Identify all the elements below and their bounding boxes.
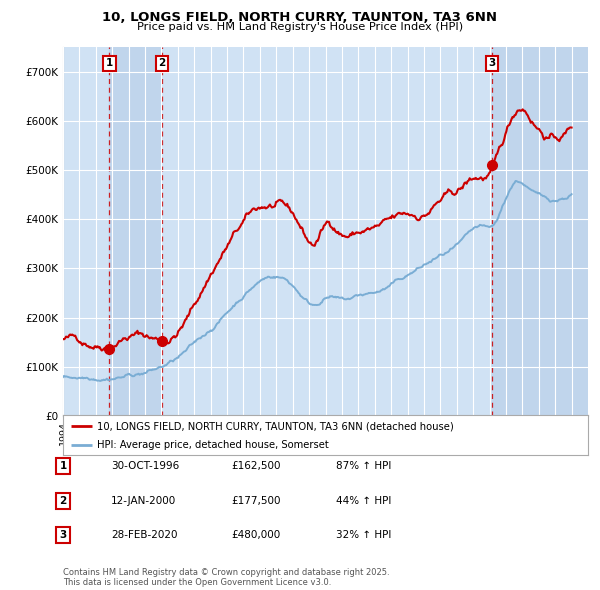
Text: 28-FEB-2020: 28-FEB-2020 [111,530,178,540]
Text: HPI: Average price, detached house, Somerset: HPI: Average price, detached house, Some… [97,440,329,450]
Text: £162,500: £162,500 [231,461,281,471]
Text: 1: 1 [106,58,113,68]
Text: 3: 3 [59,530,67,540]
Text: 1: 1 [59,461,67,471]
Text: 10, LONGS FIELD, NORTH CURRY, TAUNTON, TA3 6NN (detached house): 10, LONGS FIELD, NORTH CURRY, TAUNTON, T… [97,421,454,431]
Text: 12-JAN-2000: 12-JAN-2000 [111,496,176,506]
Bar [162,47,492,416]
Text: 32% ↑ HPI: 32% ↑ HPI [336,530,391,540]
Text: Contains HM Land Registry data © Crown copyright and database right 2025.
This d: Contains HM Land Registry data © Crown c… [63,568,389,587]
Text: £177,500: £177,500 [231,496,281,506]
Text: 2: 2 [158,58,166,68]
Text: 87% ↑ HPI: 87% ↑ HPI [336,461,391,471]
Text: £480,000: £480,000 [231,530,280,540]
Bar [492,47,588,416]
Bar [63,47,109,416]
Text: 44% ↑ HPI: 44% ↑ HPI [336,496,391,506]
Bar [109,47,162,416]
Text: 3: 3 [488,58,496,68]
Text: 10, LONGS FIELD, NORTH CURRY, TAUNTON, TA3 6NN: 10, LONGS FIELD, NORTH CURRY, TAUNTON, T… [103,11,497,24]
Text: Price paid vs. HM Land Registry's House Price Index (HPI): Price paid vs. HM Land Registry's House … [137,22,463,32]
Text: 2: 2 [59,496,67,506]
Text: 30-OCT-1996: 30-OCT-1996 [111,461,179,471]
